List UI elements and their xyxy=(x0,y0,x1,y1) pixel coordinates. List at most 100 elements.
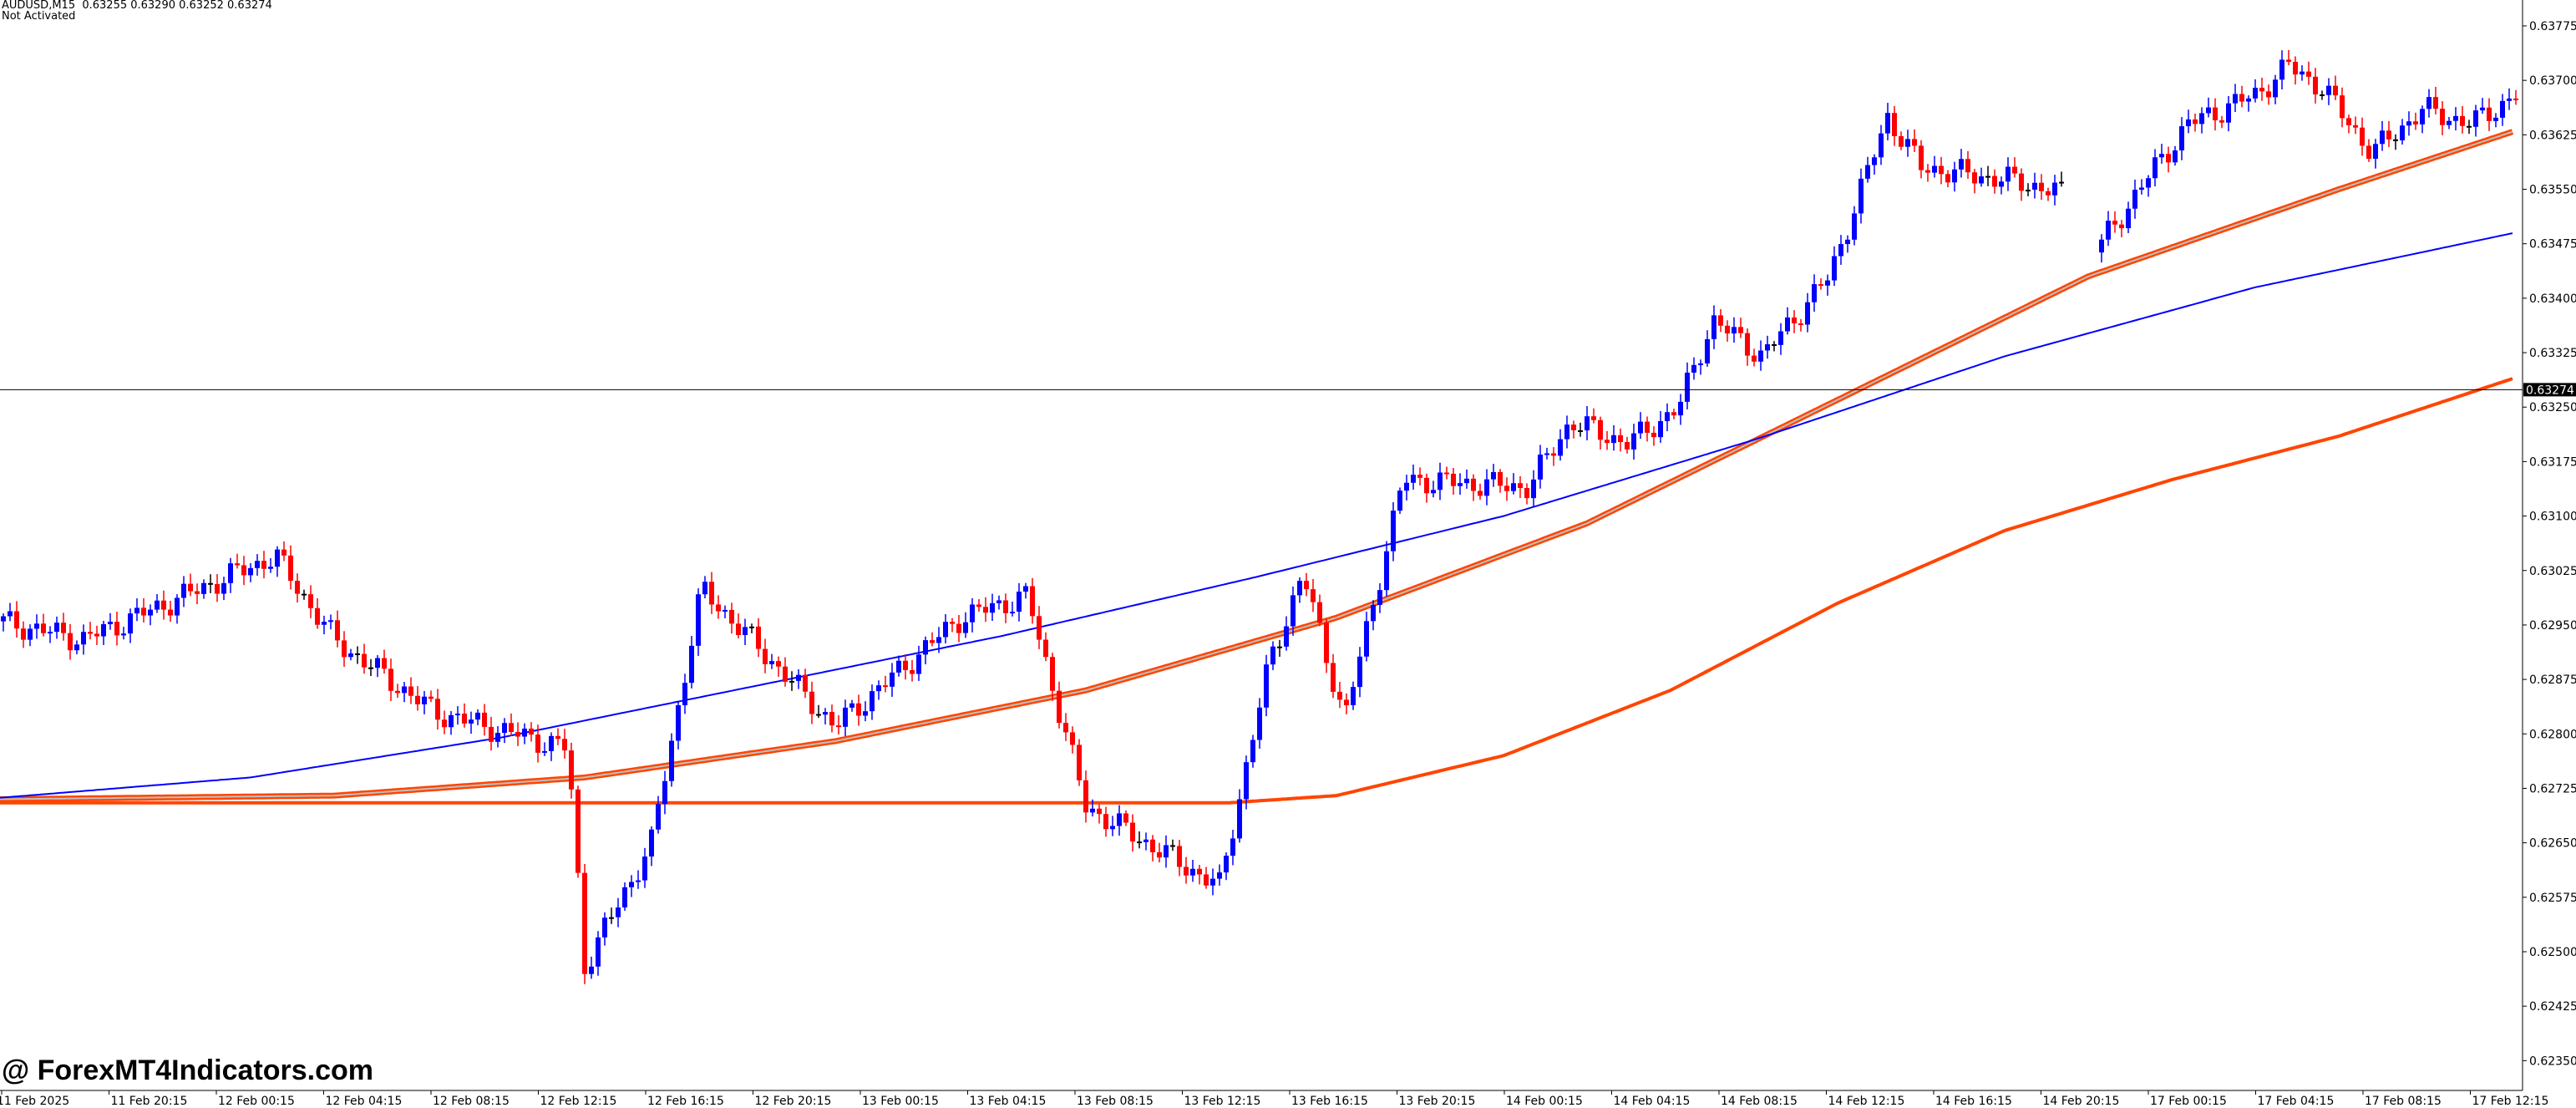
candle xyxy=(1611,435,1616,444)
candle xyxy=(943,622,948,638)
candle xyxy=(435,699,440,720)
current-price-label: 0.63274 xyxy=(2526,384,2574,397)
time-tick-label: 17 Feb 00:15 xyxy=(2150,1095,2227,1108)
candle xyxy=(809,691,814,714)
candle xyxy=(515,731,520,737)
price-axis[interactable]: 0.63775 0.63700 0.63625 0.63550 0.63475 0.634… xyxy=(2523,20,2576,1068)
time-axis[interactable]: 11 Feb 2025 11 Feb 20:15 12 Feb 00:15 12 Fe… xyxy=(0,1090,2548,1108)
price-tick-label: 0.62575 xyxy=(2529,892,2576,905)
candle xyxy=(2226,103,2231,123)
candle xyxy=(1170,845,1175,847)
candle xyxy=(2179,126,2184,150)
candle xyxy=(1999,181,2004,187)
candle xyxy=(2273,79,2278,98)
candle xyxy=(803,674,808,692)
candle xyxy=(2019,173,2024,191)
candle xyxy=(1785,317,1790,332)
candle xyxy=(2406,121,2411,126)
candle xyxy=(702,582,707,595)
candle xyxy=(295,581,300,594)
candle xyxy=(1397,490,1402,511)
candle xyxy=(2159,154,2164,158)
candle xyxy=(1992,175,1997,187)
candle xyxy=(2500,100,2505,118)
candle xyxy=(582,872,587,974)
candle xyxy=(442,719,447,728)
price-tick-label: 0.62950 xyxy=(2529,619,2576,633)
candle xyxy=(1765,343,1770,351)
candle xyxy=(856,703,861,716)
candle xyxy=(101,623,106,637)
candle xyxy=(1451,473,1456,486)
candle xyxy=(2433,97,2438,109)
candle xyxy=(763,648,768,664)
candle xyxy=(1671,412,1676,416)
candle xyxy=(2373,144,2378,159)
candle xyxy=(1531,479,1536,499)
candle xyxy=(462,714,467,724)
candle xyxy=(2300,71,2305,75)
candle xyxy=(422,696,427,704)
candle xyxy=(1037,616,1042,640)
price-tick-label: 0.62650 xyxy=(2529,837,2576,851)
candle xyxy=(2393,139,2398,141)
candle xyxy=(1965,159,1970,173)
candle xyxy=(81,632,86,645)
candle xyxy=(1498,471,1503,486)
candle xyxy=(141,607,146,616)
candle xyxy=(529,728,534,735)
candle xyxy=(155,600,160,610)
candle xyxy=(94,633,99,637)
candle xyxy=(1638,421,1643,434)
candle xyxy=(1725,325,1730,334)
candle xyxy=(348,653,353,658)
candle xyxy=(408,686,413,696)
candle xyxy=(41,623,46,633)
candle xyxy=(1551,453,1556,456)
candle xyxy=(1698,363,1703,365)
time-tick-label: 17 Feb 12:15 xyxy=(2472,1095,2549,1108)
candle xyxy=(2132,190,2137,209)
watermark: @ ForexMT4Indicators.com xyxy=(2,1055,374,1086)
candle xyxy=(1304,581,1309,590)
candle xyxy=(2199,113,2204,125)
candle xyxy=(402,686,407,694)
time-tick-label: 11 Feb 20:15 xyxy=(111,1095,188,1108)
candle xyxy=(629,882,634,887)
candle xyxy=(2360,127,2365,146)
candle xyxy=(1544,453,1549,455)
candle xyxy=(2246,98,2251,102)
candle xyxy=(2513,98,2518,100)
candle xyxy=(1972,172,1977,184)
candle xyxy=(241,565,246,576)
candle xyxy=(1023,586,1028,592)
candle xyxy=(455,714,460,716)
candle xyxy=(1591,416,1596,420)
candle xyxy=(535,734,540,753)
candle xyxy=(1585,416,1590,431)
candle xyxy=(175,597,180,616)
candle xyxy=(996,600,1001,603)
candle xyxy=(1324,623,1329,663)
candle xyxy=(916,654,921,674)
candle xyxy=(2346,118,2351,125)
candle xyxy=(796,674,801,681)
candle xyxy=(2233,94,2238,104)
candle xyxy=(689,645,694,684)
time-tick-label: 14 Feb 20:15 xyxy=(2043,1095,2120,1108)
candle xyxy=(1718,315,1723,326)
candle xyxy=(2507,98,2512,101)
candle xyxy=(2453,115,2458,121)
candle xyxy=(1979,176,1984,184)
candle xyxy=(555,735,560,740)
candle xyxy=(1424,477,1429,494)
price-tick-label: 0.62350 xyxy=(2529,1055,2576,1068)
candle xyxy=(2480,107,2485,111)
candle xyxy=(883,685,888,688)
candle xyxy=(2166,154,2171,163)
candle xyxy=(475,712,480,720)
candle xyxy=(121,633,126,636)
price-tick-label: 0.63775 xyxy=(2529,20,2576,33)
candle xyxy=(2253,88,2258,99)
